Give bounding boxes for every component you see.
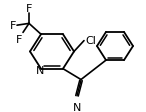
Text: N: N bbox=[73, 102, 81, 112]
Text: Cl: Cl bbox=[85, 35, 96, 45]
Text: F: F bbox=[26, 3, 32, 13]
Text: F: F bbox=[10, 21, 16, 31]
Text: N: N bbox=[36, 65, 44, 75]
Text: F: F bbox=[16, 35, 22, 45]
